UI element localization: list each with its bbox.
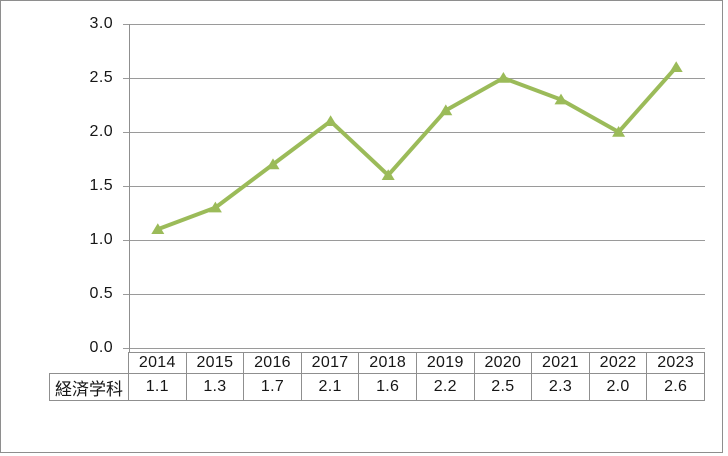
series-value-row: 経済学科 1.1 1.3 1.7 2.1 1.6 2.2 2.5 2.3 2.0 2.6 xyxy=(49,373,705,401)
year-cell: 2021 xyxy=(531,352,590,374)
value-cell: 1.6 xyxy=(358,373,417,401)
value-cell: 1.1 xyxy=(128,373,187,401)
y-axis-tick-label: 0.0 xyxy=(89,339,113,356)
value-cell: 1.7 xyxy=(243,373,302,401)
triangle-marker xyxy=(669,61,683,72)
corner-cell xyxy=(50,353,129,374)
year-cell: 2016 xyxy=(243,352,302,374)
series-line xyxy=(157,65,678,232)
year-cell: 2015 xyxy=(185,352,245,374)
value-cell: 2.3 xyxy=(531,373,590,401)
year-cell: 2018 xyxy=(358,352,417,374)
gridlines xyxy=(123,24,705,349)
y-axis-tick-label: 1.5 xyxy=(89,177,113,194)
year-cell: 2022 xyxy=(588,352,648,374)
triangle-marker xyxy=(496,72,510,83)
triangle-marker xyxy=(439,104,453,116)
value-cell: 2.1 xyxy=(300,373,360,401)
data-table: 2014 2015 2016 2017 2018 2019 2020 2021 2022 2023… xyxy=(49,352,705,401)
triangle-marker xyxy=(381,169,395,180)
y-axis-tick-label: 0.5 xyxy=(89,285,113,302)
y-axis-tick-label: 2.5 xyxy=(89,69,113,86)
triangle-marker xyxy=(612,126,626,137)
series-markers xyxy=(151,61,683,234)
year-cell: 2020 xyxy=(473,352,533,374)
triangle-marker xyxy=(554,93,568,105)
value-cell: 2.2 xyxy=(415,373,475,401)
year-cell: 2019 xyxy=(415,352,475,374)
year-cell: 2017 xyxy=(300,352,360,374)
triangle-marker xyxy=(266,158,280,170)
triangle-marker xyxy=(151,223,165,234)
year-cell: 2023 xyxy=(646,352,705,374)
year-header-row: 2014 2015 2016 2017 2018 2019 2020 2021 2022 2023 xyxy=(50,352,705,374)
year-cell: 2014 xyxy=(128,352,187,374)
y-axis-tick-label: 2.0 xyxy=(89,123,113,140)
triangle-marker xyxy=(324,115,338,126)
value-cell: 2.5 xyxy=(473,373,533,401)
value-cell: 2.0 xyxy=(588,373,648,401)
y-axis-tick-label: 1.0 xyxy=(89,231,113,248)
series-name-cell: 経済学科 xyxy=(49,373,129,401)
value-cell: 1.3 xyxy=(185,373,245,401)
y-axis-tick-label: 3.0 xyxy=(89,15,113,32)
triangle-marker xyxy=(208,201,222,213)
y-axis-labels: 3.0 2.5 2.0 1.5 1.0 0.5 0.0 xyxy=(0,0,113,456)
value-cell: 2.6 xyxy=(646,373,705,401)
